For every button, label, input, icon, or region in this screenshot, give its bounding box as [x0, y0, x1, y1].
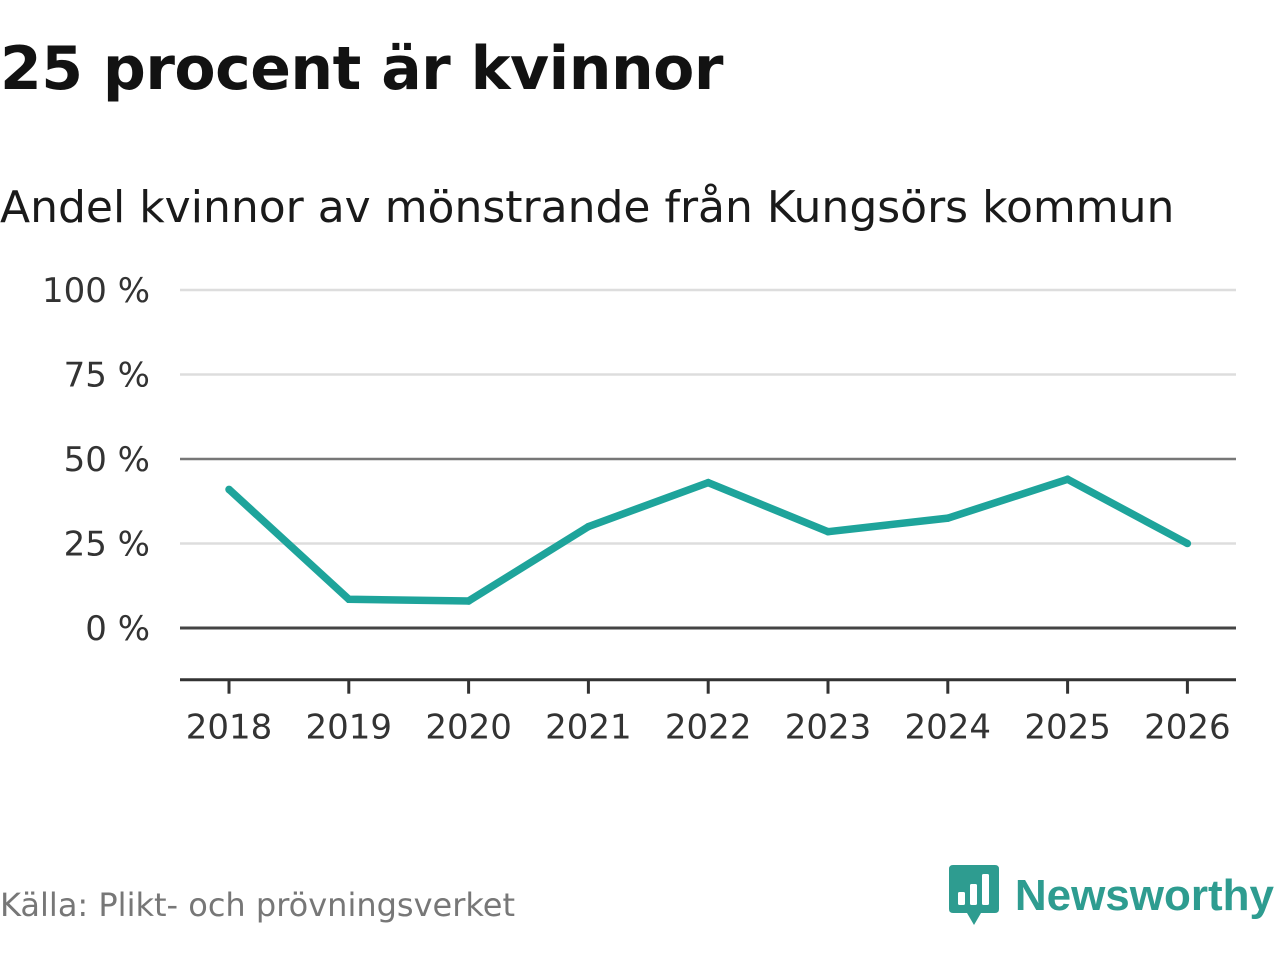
source-note: Källa: Plikt- och prövningsverket: [0, 886, 515, 924]
line-chart: 0 % 25 % 50 % 75 % 100 % 2018 2019 2020 2021 202…: [42, 271, 1236, 748]
brand-name: Newsworthy: [1014, 871, 1274, 920]
data-point-2024: [944, 514, 952, 522]
data-point-2026: [1183, 539, 1192, 548]
y-axis-ticks: 0 % 25 % 50 % 75 % 100 %: [42, 271, 150, 649]
x-tick-label: 2024: [905, 708, 992, 748]
y-tick-label: 75 %: [64, 356, 150, 396]
x-tick-label: 2022: [665, 708, 752, 748]
data-point-2021: [584, 522, 593, 531]
x-tick-label: 2025: [1024, 708, 1111, 748]
y-tick-label: 25 %: [64, 525, 150, 565]
data-point-2022: [704, 478, 712, 487]
x-tick-label: 2026: [1144, 708, 1231, 748]
newsworthy-logo-icon: [948, 865, 999, 925]
x-tick-label: 2019: [306, 708, 393, 748]
x-tick-label: 2018: [186, 708, 273, 748]
chart-title: 25 procent är kvinnor: [0, 34, 723, 104]
x-tick-label: 2023: [785, 708, 872, 748]
y-tick-label: 0 %: [85, 609, 150, 649]
series-layer: [225, 475, 1192, 605]
series-line: [226, 475, 1190, 605]
data-point-2023: [824, 527, 832, 536]
x-axis: 2018 2019 2020 2021 2022 2023 2024 2025 2026: [180, 678, 1236, 748]
x-tick-label: 2020: [425, 708, 512, 748]
data-point-2019: [345, 595, 353, 604]
brand-logo: Newsworthy: [948, 864, 1274, 928]
x-tick-label: 2021: [545, 708, 632, 748]
chart-subtitle: Andel kvinnor av mönstrande från Kungsör…: [0, 182, 1175, 233]
data-point-2018: [225, 485, 233, 494]
y-tick-label: 100 %: [42, 271, 150, 311]
data-point-2025: [1063, 475, 1072, 484]
y-tick-label: 50 %: [64, 440, 150, 480]
grid-lines: [180, 288, 1236, 630]
data-point-2020: [464, 597, 473, 605]
